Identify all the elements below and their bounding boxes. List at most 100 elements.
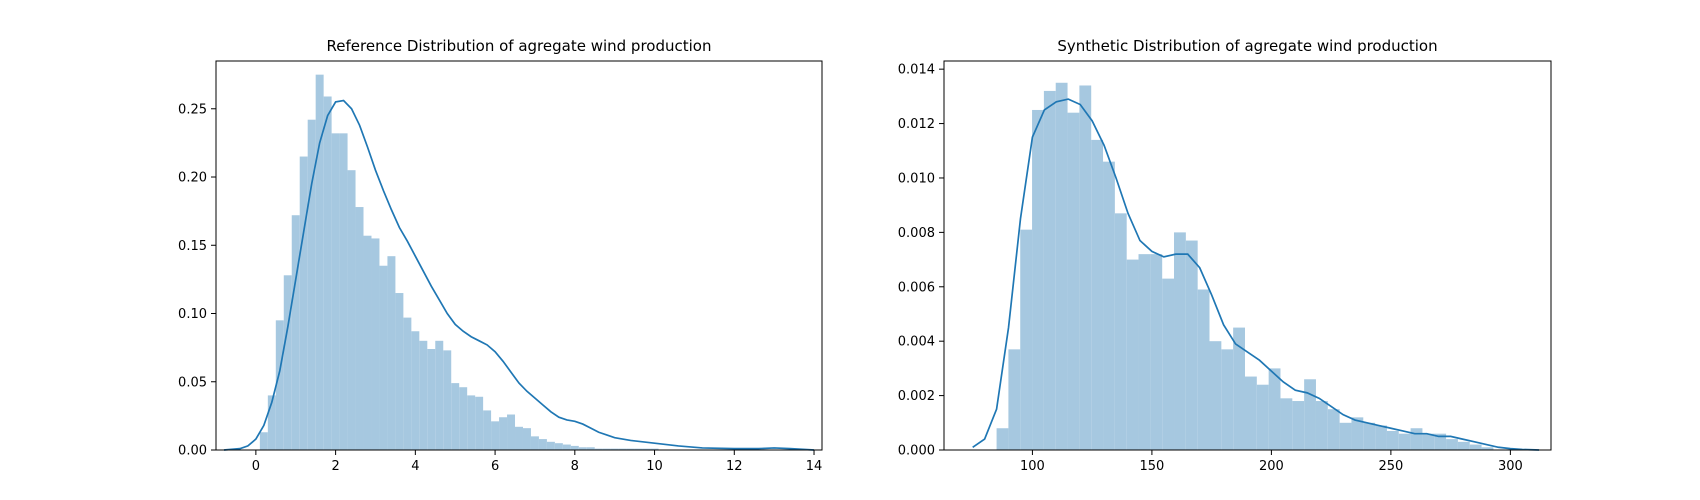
histogram-bar xyxy=(499,417,508,450)
y-tick-label: 0.25 xyxy=(178,102,207,117)
histogram-bar xyxy=(594,448,603,450)
histogram-bar xyxy=(459,387,468,450)
x-tick-label: 12 xyxy=(726,459,743,474)
plot-area-frame xyxy=(215,60,823,451)
histogram-bar xyxy=(546,441,555,450)
chart-reference-distribution: Reference Distribution of agregate wind … xyxy=(178,37,823,474)
y-tick-label: 0.00 xyxy=(178,444,207,459)
histogram-bar xyxy=(578,447,587,450)
histogram-bar xyxy=(1469,444,1482,450)
histogram-bar xyxy=(307,119,316,451)
histogram-bar xyxy=(570,445,579,450)
histogram-bar xyxy=(1138,254,1151,450)
histogram-bar xyxy=(1114,213,1127,450)
histogram-bar xyxy=(996,428,1009,450)
histogram-bar xyxy=(1055,82,1068,450)
histogram-bar xyxy=(1079,85,1092,451)
histogram-bar xyxy=(291,215,300,450)
x-tick-label: 0 xyxy=(252,459,260,474)
histogram-bar xyxy=(538,439,547,450)
y-tick-label: 0.008 xyxy=(898,226,935,241)
y-tick-label: 0.004 xyxy=(898,335,935,350)
histogram-bar xyxy=(1126,259,1139,450)
histogram-bar xyxy=(427,348,436,450)
kde-line xyxy=(223,99,815,451)
histogram-bar xyxy=(395,293,404,450)
histogram-bar xyxy=(475,396,484,450)
histogram-bar xyxy=(1351,417,1364,450)
histogram-bar xyxy=(1091,139,1104,450)
y-tick-label: 0.10 xyxy=(178,307,207,322)
histogram-bar xyxy=(530,436,539,450)
histogram-bar xyxy=(642,448,651,450)
histogram-bar xyxy=(347,170,356,450)
histogram-bar xyxy=(1008,349,1021,450)
histogram-bar xyxy=(1221,349,1234,450)
histogram-bar xyxy=(355,207,364,450)
histogram-bar xyxy=(634,448,643,450)
histogram-bar xyxy=(1434,433,1447,450)
histogram-bar xyxy=(1375,425,1387,450)
histogram-bar xyxy=(283,275,292,450)
y-tick-label: 0.20 xyxy=(178,171,207,186)
histogram-bar xyxy=(1292,401,1305,450)
histogram-bar xyxy=(491,421,500,450)
histogram-bar xyxy=(387,256,396,450)
histogram-bar xyxy=(339,133,348,451)
histogram-bar xyxy=(1256,384,1269,450)
histogram-bar xyxy=(1268,368,1281,450)
histogram-bar xyxy=(1233,327,1245,450)
x-tick-label: 200 xyxy=(1259,459,1284,474)
histogram-bar xyxy=(1315,401,1328,450)
histogram-bar xyxy=(299,156,308,450)
chart-synthetic-distribution: Synthetic Distribution of agregate wind … xyxy=(898,37,1552,474)
y-axis: 0.000 0.002 0.004 0.006 0.008 0.010 0.012 0.014 xyxy=(898,63,944,459)
histogram-bar xyxy=(1398,433,1411,450)
histogram-bar xyxy=(610,448,619,450)
histogram-bar xyxy=(1386,430,1399,450)
x-tick-label: 6 xyxy=(491,459,499,474)
x-axis: 0 2 4 6 8 10 12 14 xyxy=(252,450,823,474)
histogram-bar xyxy=(275,320,284,450)
histogram-bar xyxy=(1174,232,1186,450)
histogram-bar xyxy=(371,238,380,450)
y-tick-label: 0.006 xyxy=(898,280,935,295)
histogram-bars xyxy=(259,74,659,451)
y-tick-label: 0.014 xyxy=(898,63,935,78)
y-tick-label: 0.002 xyxy=(898,389,935,404)
histogram-bars xyxy=(996,82,1494,451)
x-tick-label: 8 xyxy=(571,459,579,474)
histogram-bar xyxy=(467,395,476,450)
x-tick-label: 4 xyxy=(411,459,419,474)
histogram-bar xyxy=(1043,90,1056,450)
histogram-bar xyxy=(1020,229,1033,450)
histogram-bar xyxy=(1244,376,1257,450)
histogram-bar xyxy=(1327,409,1340,450)
histogram-bar xyxy=(1457,441,1470,450)
y-tick-label: 0.05 xyxy=(178,375,207,390)
chart-title: Reference Distribution of agregate wind … xyxy=(327,37,712,55)
histogram-bar xyxy=(1197,289,1210,450)
histogram-bar xyxy=(411,331,420,450)
x-tick-label: 14 xyxy=(806,459,823,474)
histogram-bar xyxy=(554,443,563,450)
histogram-bar xyxy=(403,317,412,450)
histogram-bar xyxy=(451,383,460,450)
histogram-bar xyxy=(1185,240,1198,450)
y-tick-label: 0.012 xyxy=(898,117,935,132)
chart-title: Synthetic Distribution of agregate wind … xyxy=(1057,37,1437,55)
histogram-bar xyxy=(1103,161,1115,451)
x-tick-label: 10 xyxy=(646,459,663,474)
histogram-bar xyxy=(515,426,523,450)
y-axis: 0.00 0.05 0.10 0.15 0.20 0.25 xyxy=(178,102,216,459)
y-tick-label: 0.010 xyxy=(898,171,935,186)
histogram-bar xyxy=(1280,398,1293,450)
histogram-bar xyxy=(315,74,324,451)
histogram-bar xyxy=(323,96,332,450)
histogram-bar xyxy=(443,350,452,450)
histogram-bar xyxy=(562,444,571,450)
histogram-bar xyxy=(586,447,595,450)
x-axis: 100 150 200 250 300 xyxy=(1020,450,1523,474)
x-tick-label: 300 xyxy=(1498,459,1523,474)
